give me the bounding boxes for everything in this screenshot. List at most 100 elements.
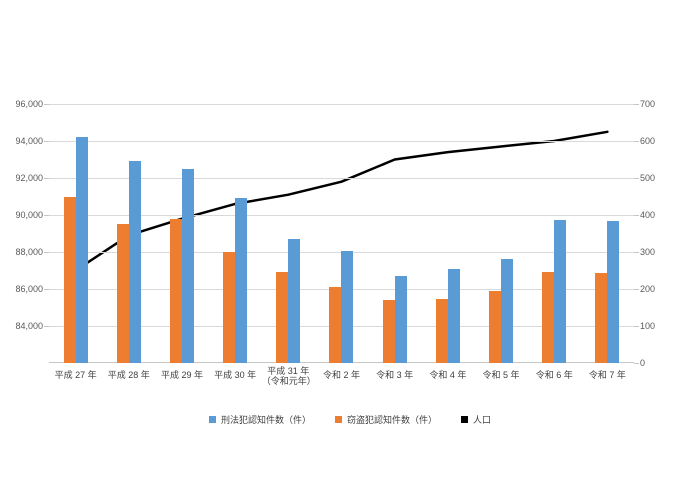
right-axis-tick xyxy=(634,104,639,105)
bar-setto xyxy=(116,224,129,363)
legend-item-keihou: 刑法犯認知件数（件） xyxy=(208,413,311,426)
x-axis-category-label-line: 令和 6 年 xyxy=(535,370,573,380)
bar-keihou xyxy=(288,239,301,363)
y-axis-left-tick-label: 92,000 xyxy=(15,173,43,183)
bar-keihou xyxy=(128,161,141,363)
y-axis-left-tick-label: 90,000 xyxy=(15,210,43,220)
bar-keihou xyxy=(394,276,407,363)
x-axis-category-label: 令和 7 年 xyxy=(581,370,634,380)
y-axis-left-tick-label: 94,000 xyxy=(15,136,43,146)
gridline xyxy=(49,141,634,142)
x-axis-category-label: 令和 6 年 xyxy=(528,370,581,380)
legend: 刑法犯認知件数（件） 窃盗犯認知件数（件） 人口 xyxy=(0,413,700,426)
legend-item-jinko: 人口 xyxy=(461,413,491,426)
right-axis-tick xyxy=(634,363,639,364)
bar-keihou xyxy=(447,268,460,363)
left-axis-tick xyxy=(44,289,49,290)
x-axis-category-label: 平成 27 年 xyxy=(49,370,102,380)
x-axis-category-label-line: 令和 2 年 xyxy=(322,370,360,380)
left-axis-tick xyxy=(44,104,49,105)
y-axis-left-tick-label: 86,000 xyxy=(15,284,43,294)
legend-label-setto: 窃盗犯認知件数（件） xyxy=(346,415,437,425)
bar-setto xyxy=(435,299,448,363)
right-axis-tick xyxy=(634,326,639,327)
bar-keihou xyxy=(554,219,567,363)
bar-setto xyxy=(595,273,608,363)
bar-group xyxy=(421,104,474,363)
y-axis-right-tick-label: 700 xyxy=(640,99,656,109)
y-axis-left-tick-label: 84,000 xyxy=(15,321,43,331)
x-axis-category-label: 平成 30 年 xyxy=(209,370,262,380)
y-axis-right-tick-label: 100 xyxy=(640,321,656,331)
bar-keihou xyxy=(607,220,620,363)
legend-label-jinko: 人口 xyxy=(473,415,492,425)
x-axis-category-label: 平成 28 年 xyxy=(102,370,155,380)
bar-group xyxy=(209,104,262,363)
y-axis-right-tick-label: 600 xyxy=(640,136,656,146)
bar-group xyxy=(102,104,155,363)
bar-group xyxy=(581,104,634,363)
bar-setto xyxy=(63,196,76,363)
y-axis-right-tick-label: 300 xyxy=(640,247,656,257)
x-axis-category-label: 令和 2 年 xyxy=(315,370,368,380)
x-axis-category-label-line: 平成 31 年 xyxy=(267,366,310,376)
bar-group xyxy=(368,104,421,363)
population-line xyxy=(74,130,609,272)
left-axis-tick xyxy=(44,326,49,327)
legend-item-setto: 窃盗犯認知件数（件） xyxy=(334,413,437,426)
x-axis-category-label-line: 平成 27 年 xyxy=(54,370,97,380)
legend-marker-orange-icon xyxy=(334,416,342,423)
right-axis-tick xyxy=(634,178,639,179)
bar-setto xyxy=(276,272,289,363)
bar-group xyxy=(262,104,315,363)
bar-keihou xyxy=(341,251,354,363)
legend-marker-blue-icon xyxy=(208,416,216,423)
x-axis-category-label-line: 平成 29 年 xyxy=(160,370,203,380)
right-axis-tick xyxy=(634,215,639,216)
legend-marker-black-icon xyxy=(461,416,468,423)
bar-group xyxy=(315,104,368,363)
right-axis-tick xyxy=(634,141,639,142)
x-axis-category-label: 令和 5 年 xyxy=(474,370,527,380)
bar-setto xyxy=(223,252,236,363)
x-axis-category-label-line: 令和 4 年 xyxy=(429,370,467,380)
gridline xyxy=(49,104,634,105)
x-axis-category-label: 平成 29 年 xyxy=(155,370,208,380)
legend-label-keihou: 刑法犯認知件数（件） xyxy=(220,415,311,425)
bar-setto xyxy=(489,290,502,363)
bar-setto xyxy=(382,300,395,363)
bar-keihou xyxy=(75,137,88,363)
x-axis-category-label: 令和 3 年 xyxy=(368,370,421,380)
gridline xyxy=(49,178,634,179)
x-axis-category-label-line: 令和 7 年 xyxy=(588,370,626,380)
bar-setto xyxy=(542,272,555,363)
y-axis-right-tick-label: 200 xyxy=(640,284,656,294)
x-axis-category-label-line: （令和元年） xyxy=(261,376,316,386)
y-axis-right-tick-label: 400 xyxy=(640,210,656,220)
right-axis-tick xyxy=(634,252,639,253)
bar-group xyxy=(155,104,208,363)
x-axis-category-label-line: 令和 5 年 xyxy=(482,370,520,380)
gridline xyxy=(49,215,634,216)
bar-setto xyxy=(329,287,342,363)
left-axis-tick xyxy=(44,215,49,216)
y-axis-right-tick-label: 500 xyxy=(640,173,656,183)
y-axis-left-tick-label: 88,000 xyxy=(15,247,43,257)
x-axis-category-label-line: 令和 3 年 xyxy=(376,370,414,380)
bar-group xyxy=(528,104,581,363)
x-axis-category-label-line: 平成 30 年 xyxy=(214,370,257,380)
x-axis-category-label-line: 平成 28 年 xyxy=(107,370,150,380)
left-axis-tick xyxy=(44,252,49,253)
bar-keihou xyxy=(181,168,194,363)
x-axis-category-label: 令和 4 年 xyxy=(421,370,474,380)
right-axis-tick xyxy=(634,289,639,290)
plot-area: 96,000 94,000 92,000 90,000 88,000 86,000 84,0… xyxy=(15,99,655,368)
left-axis-tick xyxy=(44,141,49,142)
population-line-series xyxy=(74,130,609,272)
bar-group xyxy=(49,104,102,363)
y-axis-left-tick-label: 96,000 xyxy=(15,99,43,109)
bar-keihou xyxy=(235,198,248,363)
bar-setto xyxy=(169,218,182,363)
bar-keihou xyxy=(501,258,514,363)
